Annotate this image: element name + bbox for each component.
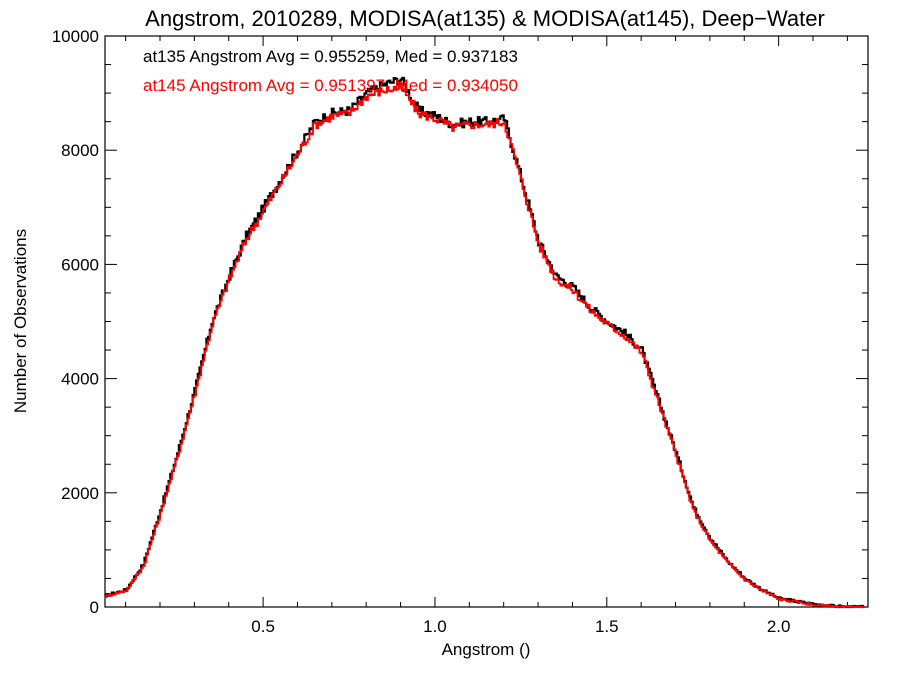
x-tick-label: 1.0: [423, 617, 447, 636]
y-tick-label: 10000: [52, 27, 99, 46]
x-tick-label: 0.5: [251, 617, 275, 636]
y-tick-label: 0: [90, 598, 99, 617]
series-at145-line: [105, 82, 865, 608]
series-at135-line: [105, 76, 865, 609]
y-axis-ticks: 0 2000 4000 6000 8000 10000: [52, 27, 868, 617]
y-axis-label: Number of Observations: [11, 229, 30, 413]
y-tick-label: 2000: [61, 484, 99, 503]
x-axis-ticks: 0.5 1.0 1.5 2.0: [125, 36, 848, 636]
chart-title: Angstrom, 2010289, MODISA(at135) & MODIS…: [145, 6, 825, 31]
annotation-at145: at145 Angstrom Avg = 0.951397, Med = 0.9…: [143, 76, 518, 95]
y-tick-label: 8000: [61, 141, 99, 160]
series-layer: [105, 76, 865, 609]
x-tick-label: 1.5: [595, 617, 619, 636]
x-axis-label: Angstrom (): [442, 640, 531, 659]
annotation-at135: at135 Angstrom Avg = 0.955259, Med = 0.9…: [143, 47, 518, 66]
y-tick-label: 4000: [61, 370, 99, 389]
x-tick-label: 2.0: [767, 617, 791, 636]
y-tick-label: 6000: [61, 255, 99, 274]
